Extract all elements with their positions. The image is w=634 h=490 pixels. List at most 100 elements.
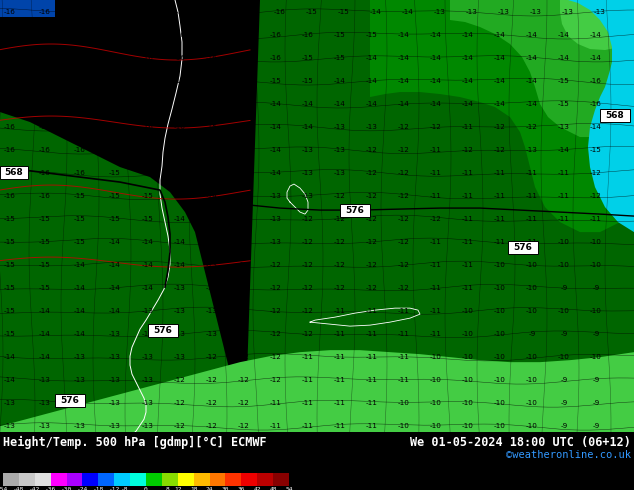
Text: -14: -14 bbox=[109, 308, 121, 314]
Text: -15: -15 bbox=[142, 147, 154, 153]
Text: -10: -10 bbox=[494, 354, 506, 360]
Bar bbox=[226, 473, 242, 486]
Text: 576: 576 bbox=[514, 243, 533, 251]
Text: -10: -10 bbox=[526, 354, 538, 360]
Text: -15: -15 bbox=[206, 170, 218, 176]
Text: -14: -14 bbox=[109, 262, 121, 268]
Text: -15: -15 bbox=[142, 170, 154, 176]
Text: -16: -16 bbox=[4, 147, 16, 153]
Text: -42: -42 bbox=[29, 487, 41, 490]
Text: -15: -15 bbox=[302, 55, 314, 61]
Text: -13: -13 bbox=[206, 262, 218, 268]
Text: 42: 42 bbox=[254, 487, 261, 490]
Text: -10: -10 bbox=[494, 377, 506, 383]
Text: -16: -16 bbox=[109, 147, 121, 153]
Text: -10: -10 bbox=[494, 262, 506, 268]
Text: -16: -16 bbox=[142, 101, 154, 107]
Text: -16: -16 bbox=[206, 78, 218, 84]
Text: -12: -12 bbox=[302, 285, 314, 291]
Text: -11: -11 bbox=[430, 170, 442, 176]
Bar bbox=[178, 473, 193, 486]
Text: -11: -11 bbox=[398, 308, 410, 314]
Text: -16: -16 bbox=[206, 32, 218, 38]
Text: 18: 18 bbox=[190, 487, 197, 490]
Text: -16: -16 bbox=[39, 124, 51, 130]
Text: We 01-05-2024 18:00 UTC (06+12): We 01-05-2024 18:00 UTC (06+12) bbox=[410, 436, 631, 449]
Text: -16: -16 bbox=[39, 9, 51, 15]
Text: 30: 30 bbox=[222, 487, 230, 490]
Text: -14: -14 bbox=[430, 55, 442, 61]
Text: -13: -13 bbox=[206, 308, 218, 314]
Text: -13: -13 bbox=[142, 400, 154, 406]
Text: -14: -14 bbox=[302, 124, 314, 130]
Text: -14: -14 bbox=[366, 55, 378, 61]
Text: -13: -13 bbox=[174, 285, 186, 291]
Text: -10: -10 bbox=[558, 308, 570, 314]
Text: -10: -10 bbox=[462, 377, 474, 383]
Text: -14: -14 bbox=[270, 124, 282, 130]
Text: -16: -16 bbox=[74, 9, 86, 15]
Text: -10: -10 bbox=[494, 423, 506, 429]
Text: -14: -14 bbox=[398, 32, 410, 38]
Text: -12: -12 bbox=[398, 262, 410, 268]
Text: -15: -15 bbox=[238, 101, 250, 107]
Text: -48: -48 bbox=[13, 487, 25, 490]
Text: -16: -16 bbox=[590, 78, 602, 84]
Text: -10: -10 bbox=[494, 285, 506, 291]
Text: -12: -12 bbox=[206, 354, 218, 360]
Text: -11: -11 bbox=[494, 216, 506, 222]
Text: -11: -11 bbox=[462, 124, 474, 130]
Bar bbox=[51, 473, 67, 486]
Text: -11: -11 bbox=[302, 377, 314, 383]
Text: -18: -18 bbox=[4, 78, 16, 84]
Text: -14: -14 bbox=[590, 55, 602, 61]
Text: -14: -14 bbox=[270, 147, 282, 153]
Bar bbox=[130, 473, 146, 486]
Text: -14: -14 bbox=[402, 9, 414, 15]
Text: -14: -14 bbox=[174, 216, 186, 222]
Text: -15: -15 bbox=[174, 170, 186, 176]
Text: -13: -13 bbox=[594, 9, 606, 15]
Text: -10: -10 bbox=[526, 285, 538, 291]
Text: -16: -16 bbox=[174, 32, 186, 38]
Text: -16: -16 bbox=[302, 32, 314, 38]
Text: -13: -13 bbox=[334, 124, 346, 130]
Text: -12: -12 bbox=[398, 124, 410, 130]
Text: -16: -16 bbox=[109, 78, 121, 84]
Text: -10: -10 bbox=[430, 354, 442, 360]
Text: -14: -14 bbox=[590, 32, 602, 38]
Text: -36: -36 bbox=[45, 487, 56, 490]
Text: -16: -16 bbox=[270, 32, 282, 38]
Text: -13: -13 bbox=[142, 354, 154, 360]
Text: 36: 36 bbox=[238, 487, 245, 490]
Text: -9: -9 bbox=[560, 285, 567, 291]
Text: -17: -17 bbox=[39, 32, 51, 38]
Text: -12: -12 bbox=[270, 331, 282, 337]
Text: -10: -10 bbox=[526, 308, 538, 314]
Text: -13: -13 bbox=[4, 400, 16, 406]
Text: -11: -11 bbox=[590, 216, 602, 222]
FancyBboxPatch shape bbox=[148, 324, 178, 337]
Text: -10: -10 bbox=[494, 308, 506, 314]
Bar bbox=[114, 473, 130, 486]
Text: -12: -12 bbox=[206, 377, 218, 383]
Polygon shape bbox=[450, 0, 634, 137]
Text: -13: -13 bbox=[530, 9, 542, 15]
Text: -16: -16 bbox=[144, 9, 156, 15]
Text: -12: -12 bbox=[174, 377, 186, 383]
Text: -11: -11 bbox=[526, 193, 538, 199]
Text: -10: -10 bbox=[430, 377, 442, 383]
Text: -16: -16 bbox=[142, 124, 154, 130]
Text: -14: -14 bbox=[206, 239, 218, 245]
Text: -16: -16 bbox=[174, 124, 186, 130]
Text: -15: -15 bbox=[39, 285, 51, 291]
Text: -9: -9 bbox=[560, 400, 567, 406]
Text: -13: -13 bbox=[238, 216, 250, 222]
Text: -13: -13 bbox=[206, 285, 218, 291]
Text: -10: -10 bbox=[462, 423, 474, 429]
Text: -14: -14 bbox=[366, 101, 378, 107]
Text: -11: -11 bbox=[398, 354, 410, 360]
Text: -17: -17 bbox=[74, 78, 86, 84]
Text: -14: -14 bbox=[206, 216, 218, 222]
Text: -12: -12 bbox=[398, 193, 410, 199]
